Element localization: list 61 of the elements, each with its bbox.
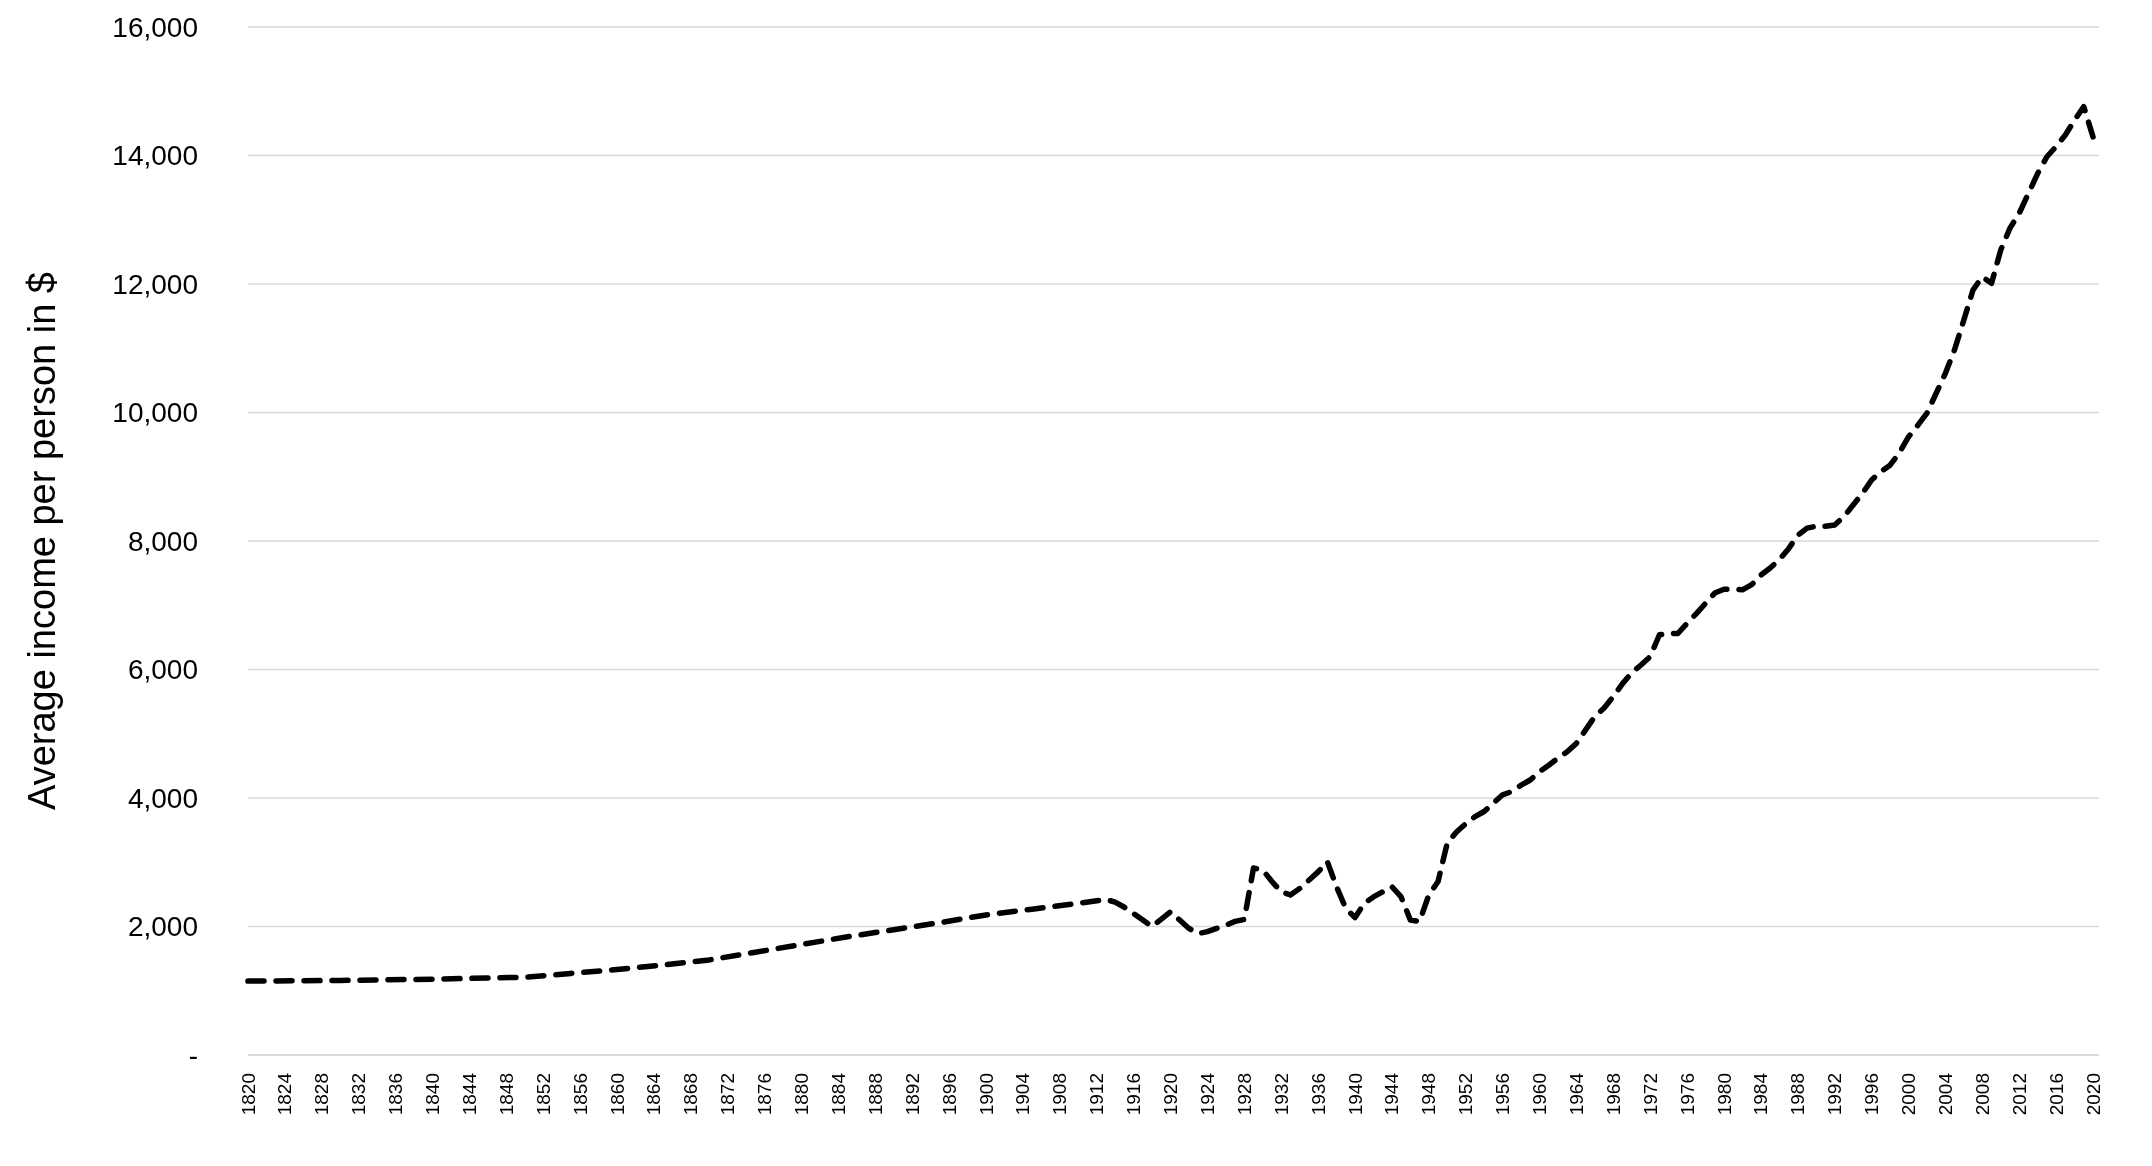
x-tick-label: 2016 (2045, 1073, 2067, 1116)
x-tick-label: 1968 (1602, 1073, 1624, 1116)
y-axis-title: Average income per person in $ (21, 272, 63, 810)
y-tick-label: 8,000 (127, 525, 198, 557)
x-tick-label: 1944 (1381, 1072, 1403, 1116)
x-tick-label: 1860 (606, 1073, 628, 1116)
y-tick-label: 4,000 (127, 782, 198, 814)
x-tick-label: 1832 (348, 1073, 370, 1116)
x-tick-label: 1980 (1713, 1073, 1735, 1116)
x-tick-label: 1924 (1196, 1072, 1218, 1116)
x-tick-label: 1900 (975, 1073, 997, 1116)
x-tick-label: 1992 (1824, 1073, 1846, 1116)
x-tick-label: 1920 (1160, 1073, 1181, 1116)
x-tick-label: 1892 (901, 1073, 923, 1116)
x-tick-label: 1904 (1012, 1072, 1034, 1116)
x-tick-label: 1880 (791, 1073, 812, 1116)
y-tick-label: 12,000 (112, 268, 198, 300)
x-tick-label: 1820 (237, 1073, 259, 1116)
x-tick-label: 2004 (1934, 1072, 1956, 1116)
x-tick-label: 1864 (643, 1072, 665, 1116)
x-tick-label: 1916 (1123, 1073, 1145, 1116)
y-tick-label: 6,000 (127, 654, 198, 685)
x-tick-label: 1896 (938, 1073, 960, 1116)
x-tick-label: 1988 (1787, 1073, 1809, 1116)
y-tick-label: 16,000 (112, 11, 198, 43)
x-tick-label: 1964 (1565, 1072, 1587, 1116)
y-tick-label: - (188, 1039, 198, 1071)
x-tick-label: 1884 (827, 1072, 849, 1116)
y-tick-label: 10,000 (112, 397, 198, 428)
x-tick-label: 1976 (1676, 1073, 1698, 1116)
x-tick-label: 2008 (1971, 1073, 1993, 1116)
x-tick-label: 1960 (1529, 1073, 1550, 1116)
x-tick-label: 1828 (311, 1073, 333, 1116)
x-tick-label: 1940 (1344, 1073, 1366, 1116)
x-tick-label: 1844 (458, 1072, 480, 1116)
x-tick-label: 1856 (569, 1073, 591, 1116)
x-tick-label: 1836 (385, 1073, 407, 1116)
x-tick-label: 2000 (1898, 1073, 1919, 1116)
y-tick-label: 2,000 (127, 911, 198, 942)
x-tick-label: 1936 (1307, 1073, 1329, 1116)
x-tick-label: 1948 (1418, 1073, 1440, 1116)
x-tick-label: 1876 (754, 1073, 776, 1116)
x-tick-label: 1868 (680, 1073, 702, 1116)
x-tick-label: 1852 (532, 1073, 554, 1116)
x-tick-label: 1928 (1233, 1073, 1255, 1116)
x-tick-label: 1972 (1639, 1073, 1661, 1116)
x-tick-label: 2012 (2008, 1073, 2030, 1116)
y-tick-label: 14,000 (112, 140, 198, 171)
x-tick-label: 1996 (1861, 1073, 1883, 1116)
x-tick-label: 1848 (495, 1073, 517, 1116)
x-tick-label: 1872 (717, 1073, 739, 1116)
x-tick-label: 1908 (1049, 1073, 1071, 1116)
x-tick-label: 1840 (422, 1073, 443, 1116)
x-tick-label: 1952 (1455, 1073, 1477, 1116)
x-tick-label: 1912 (1086, 1073, 1108, 1116)
x-tick-label: 2020 (2082, 1073, 2104, 1116)
x-tick-label: 1932 (1270, 1073, 1292, 1116)
x-tick-label: 1956 (1492, 1073, 1514, 1116)
x-tick-label: 1824 (274, 1072, 296, 1116)
x-tick-label: 1984 (1750, 1072, 1772, 1116)
x-tick-label: 1888 (864, 1073, 886, 1116)
